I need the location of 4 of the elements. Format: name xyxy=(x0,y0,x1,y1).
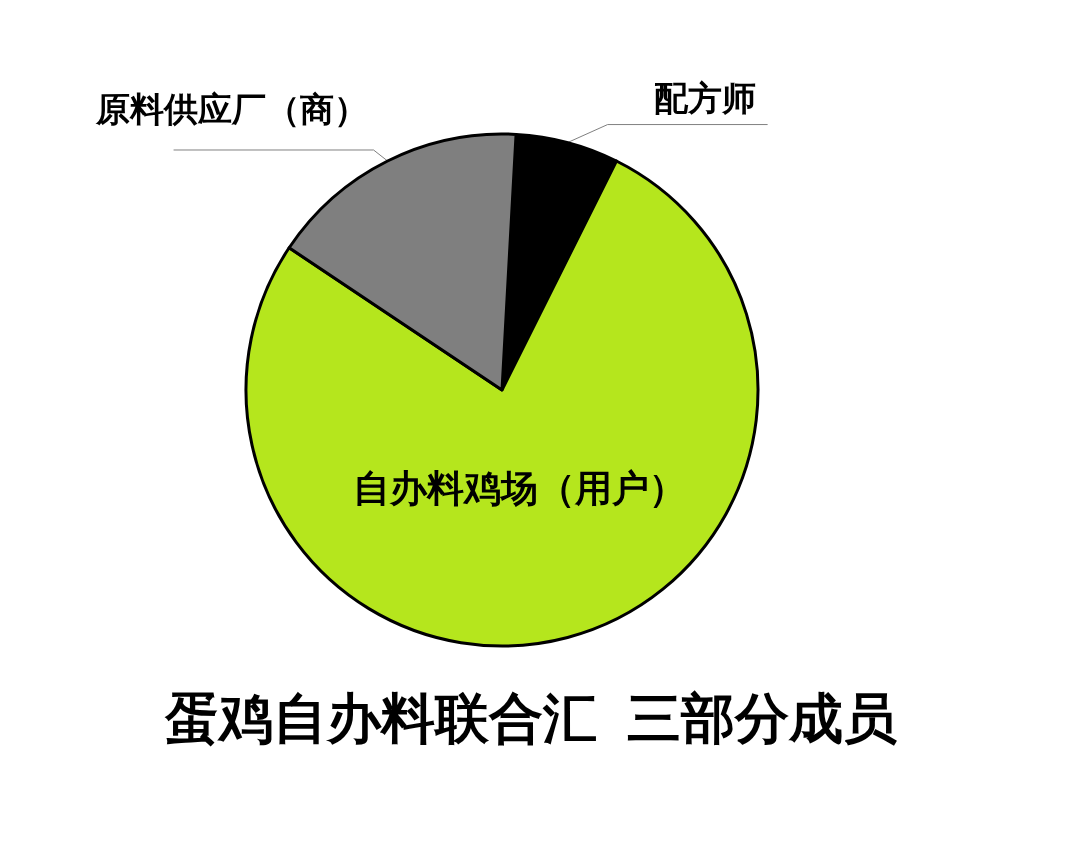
slice-label: 原料供应厂（商） xyxy=(94,90,368,128)
text: 蛋鸡自办料联合汇 三部分成员 xyxy=(164,688,898,748)
slice-label: 配方师 xyxy=(653,78,756,117)
slice-label: 自办料鸡场（用户） xyxy=(353,468,687,510)
